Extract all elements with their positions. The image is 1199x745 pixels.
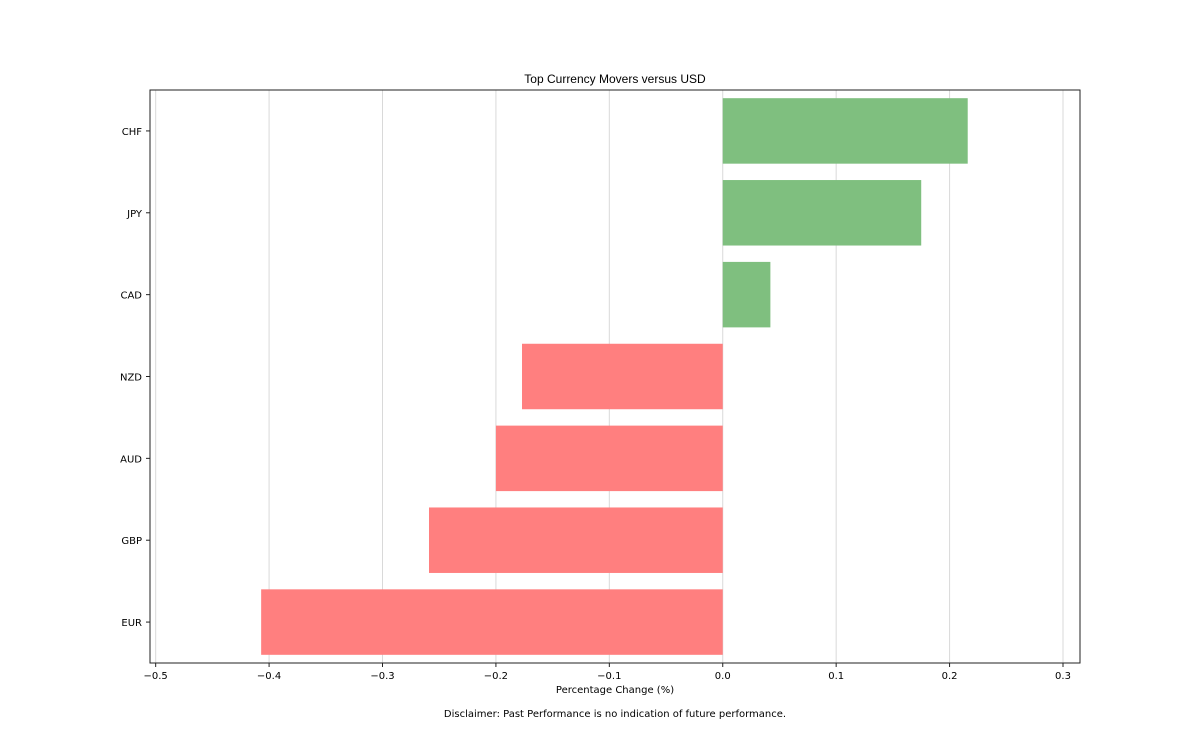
bar-chf [722,98,968,164]
x-tick-label: 0.1 [828,671,844,682]
y-tick-label: EUR [121,618,142,629]
x-tick-label: −0.2 [484,671,508,682]
y-tick-label: AUD [120,454,142,465]
bar-nzd [522,343,723,410]
y-tick-label: CHF [122,127,143,138]
y-tick-label: JPY [126,209,143,220]
bar-eur [261,589,723,655]
x-tick-label: 0.2 [942,671,958,682]
bars [261,98,968,655]
bar-cad [722,261,771,328]
x-tick-label: 0.3 [1055,671,1071,682]
disclaimer-text: Disclaimer: Past Performance is no indic… [444,709,786,720]
x-tick-label: −0.5 [144,671,168,682]
bar-aud [495,425,723,492]
y-tick-label: CAD [120,291,142,302]
bar-jpy [722,180,922,246]
x-tick-label: 0.0 [715,671,731,682]
x-tick-label: −0.4 [257,671,281,682]
chart-title: Top Currency Movers versus USD [524,72,706,86]
y-tick-label: NZD [120,373,142,384]
y-tick-label: GBP [121,536,142,547]
x-axis-ticks: −0.5 −0.4 −0.3 −0.2 −0.1 0.0 0.1 0.2 0.3 [144,663,1071,682]
y-axis-ticks: CHF JPY CAD NZD AUD GBP EUR [120,127,150,629]
bar-gbp [429,507,723,573]
x-axis-label: Percentage Change (%) [556,685,674,696]
x-tick-label: −0.1 [597,671,621,682]
x-tick-label: −0.3 [370,671,394,682]
